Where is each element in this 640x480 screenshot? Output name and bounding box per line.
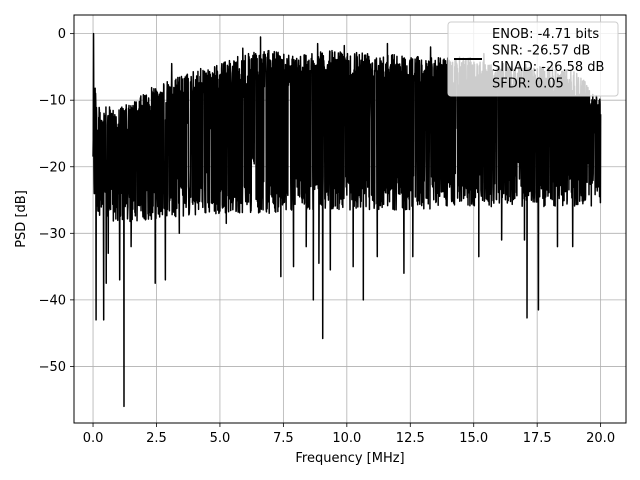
y-tick-label: −10 xyxy=(39,94,66,109)
x-tick-label: 5.0 xyxy=(210,431,231,446)
y-axis: 0 −10 −20 −30 −40 −50 xyxy=(39,27,74,375)
y-tick-label: −30 xyxy=(39,227,66,242)
x-tick-label: 0.0 xyxy=(83,431,104,446)
y-tick-label: −40 xyxy=(39,293,66,308)
legend-sfdr: SFDR: 0.05 xyxy=(492,77,564,92)
legend-enob: ENOB: -4.71 bits xyxy=(492,27,599,42)
legend-sinad: SINAD: -26.58 dB xyxy=(492,60,604,75)
y-tick-label: −50 xyxy=(39,360,66,375)
x-tick-label: 20.0 xyxy=(586,431,615,446)
y-tick-label: 0 xyxy=(58,27,66,42)
legend-snr: SNR: -26.57 dB xyxy=(492,44,590,59)
x-axis-label: Frequency [MHz] xyxy=(295,451,404,466)
x-tick-label: 2.5 xyxy=(146,431,167,446)
y-axis-label: PSD [dB] xyxy=(14,190,29,248)
legend: ENOB: -4.71 bits SNR: -26.57 dB SINAD: -… xyxy=(447,21,619,97)
x-tick-label: 7.5 xyxy=(273,431,294,446)
x-tick-label: 12.5 xyxy=(396,431,425,446)
y-tick-label: −20 xyxy=(39,160,66,175)
plot-frame xyxy=(73,14,627,424)
x-tick-label: 10.0 xyxy=(332,431,361,446)
x-axis: 0.0 2.5 5.0 7.5 10.0 12.5 15.0 17.5 20.0 xyxy=(83,423,615,446)
legend-box xyxy=(447,21,619,97)
x-tick-label: 15.0 xyxy=(459,431,488,446)
series-line xyxy=(92,32,602,408)
psd-trace xyxy=(92,32,602,408)
x-tick-label: 17.5 xyxy=(523,431,552,446)
